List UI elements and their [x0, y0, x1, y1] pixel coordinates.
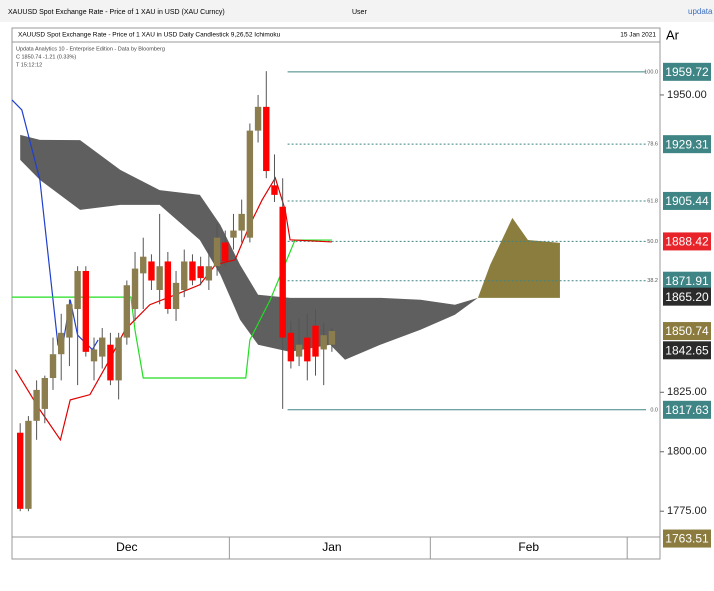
candle-body: [140, 256, 147, 274]
candle-body: [49, 354, 57, 379]
candle-body: [90, 349, 98, 362]
price-tag: [663, 135, 711, 154]
fib-label: 78.6: [647, 142, 658, 148]
price-tag-label: 1929.31: [665, 137, 709, 151]
price-tag-label: 1959.72: [665, 65, 709, 79]
candle-body: [82, 270, 90, 352]
brand[interactable]: updata: [688, 7, 713, 16]
candle-body: [33, 389, 40, 421]
y-tick-label: 1800.00: [667, 446, 707, 458]
ichimoku-line: [14, 176, 332, 442]
legend-line: Updata Analytics 10 - Enterprise Edition…: [16, 46, 165, 52]
candle-body: [230, 230, 237, 238]
candle-body: [222, 242, 229, 262]
candle-body: [312, 325, 319, 357]
price-tag: [663, 287, 711, 306]
price-tag-label: 1817.63: [665, 403, 709, 417]
ichimoku-cloud: [20, 134, 478, 360]
price-tag-label: 1871.91: [665, 274, 709, 288]
candle-body: [304, 337, 311, 362]
y-tick-label: 1775.00: [667, 505, 707, 517]
candle-body: [328, 331, 336, 345]
candle-body: [58, 332, 65, 355]
price-tag-label: 1850.74: [665, 324, 709, 338]
candle-body: [156, 266, 163, 290]
candle-body: [213, 237, 221, 267]
chart-date: 15 Jan 2021: [620, 32, 656, 39]
axis-label: Ar: [666, 27, 680, 42]
price-tag: [663, 322, 711, 341]
price-tag: [663, 341, 711, 360]
price-tag: [663, 271, 711, 290]
user: User: [352, 9, 367, 16]
price-tag-label: 1842.65: [665, 343, 709, 357]
candle-body: [107, 344, 114, 381]
candle-body: [115, 337, 122, 381]
candle-body: [25, 420, 32, 509]
price-tag: [663, 62, 711, 81]
price-tag-label: 1905.44: [665, 194, 709, 208]
header-bar: [0, 0, 714, 22]
candle-body: [197, 266, 204, 279]
price-tag: [663, 232, 711, 251]
candle-body: [271, 185, 278, 195]
x-axis-bar: [11, 536, 661, 560]
x-tick-label: Jan: [322, 540, 341, 554]
x-tick-label: Feb: [518, 540, 539, 554]
legend-line: C 1850.74 -1.21 (0.33%): [16, 54, 76, 60]
candle-body: [254, 106, 262, 131]
candle-body: [181, 261, 188, 290]
candle-body: [263, 106, 270, 172]
fib-label: 38.2: [647, 278, 658, 284]
chart-title: XAUUSD Spot Exchange Rate - Price of 1 X…: [18, 32, 281, 39]
candle-body: [295, 344, 303, 357]
candle-body: [246, 130, 254, 238]
price-tag-label: 1888.42: [665, 235, 709, 249]
candle-body: [99, 337, 106, 357]
candle-body: [205, 266, 213, 281]
candle-body: [17, 432, 24, 509]
price-tag: [663, 191, 711, 210]
price-tag: [663, 400, 711, 419]
candle-body: [66, 304, 73, 338]
price-tag-label: 1763.51: [665, 532, 709, 546]
fib-label: 100.0: [644, 69, 658, 75]
x-tick-label: Dec: [116, 540, 137, 554]
candle-body: [131, 268, 139, 310]
candle-body: [238, 213, 245, 231]
fib-label: 61.8: [647, 198, 658, 204]
candle-body: [287, 332, 295, 362]
y-tick-label: 1825.00: [667, 386, 707, 398]
candle-body: [189, 261, 196, 281]
price-tag: [663, 529, 711, 548]
price-tag-label: 1865.20: [665, 290, 709, 304]
fib-label: 0.0: [650, 407, 658, 413]
fib-label: 50.0: [647, 239, 658, 245]
ichimoku-cloud: [477, 217, 560, 298]
window-title: XAUUSD Spot Exchange Rate - Price of 1 X…: [8, 9, 225, 16]
candle-body: [74, 270, 81, 310]
candle-body: [172, 282, 180, 310]
candle-body: [148, 261, 155, 281]
candle-body: [41, 378, 49, 409]
candle-body: [279, 206, 286, 338]
candle-body: [123, 285, 131, 338]
legend-line: T 15:12:12: [16, 62, 42, 68]
y-tick-label: 1950.00: [667, 89, 707, 101]
candle-body: [164, 261, 172, 310]
candle-body: [320, 335, 327, 350]
